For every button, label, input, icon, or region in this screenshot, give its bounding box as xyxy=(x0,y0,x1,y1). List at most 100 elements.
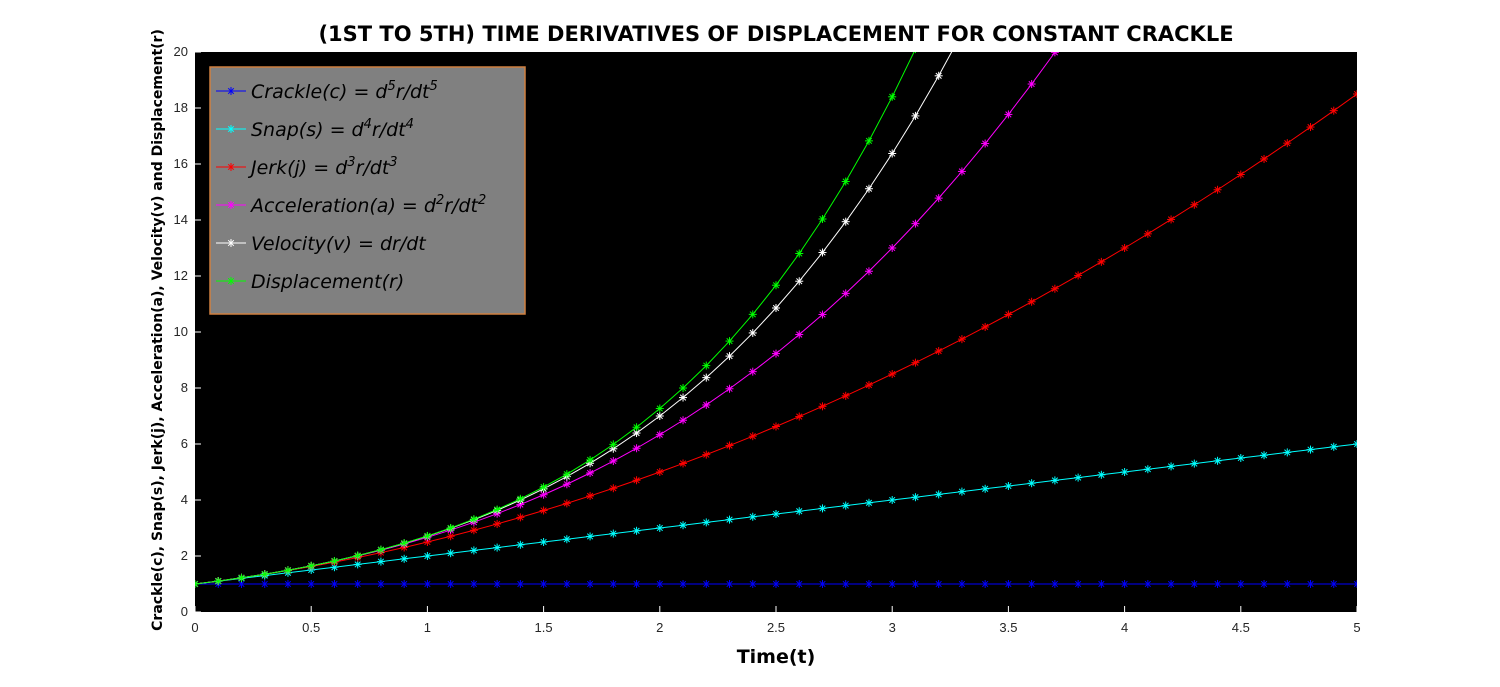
data-point-crackle xyxy=(655,580,664,588)
data-point-jerk xyxy=(1120,244,1129,252)
data-point-acceleration xyxy=(632,444,641,453)
data-point-acceleration xyxy=(586,469,595,478)
data-point-crackle xyxy=(307,580,316,588)
data-point-jerk xyxy=(609,484,618,493)
data-point-snap xyxy=(539,538,548,546)
data-point-snap xyxy=(1353,440,1357,448)
x-tick-label: 1 xyxy=(424,620,431,635)
data-point-jerk xyxy=(469,526,478,535)
data-point-jerk xyxy=(679,459,688,468)
data-point-snap xyxy=(864,498,873,507)
data-point-crackle xyxy=(1236,580,1245,588)
data-point-crackle xyxy=(516,580,525,588)
data-point-jerk xyxy=(1074,271,1083,280)
x-tick-label: 5 xyxy=(1353,620,1360,635)
data-point-crackle xyxy=(400,580,409,588)
y-tick-label: 12 xyxy=(174,268,188,283)
data-point-snap xyxy=(493,543,502,552)
data-point-displacement xyxy=(562,470,571,479)
data-point-acceleration xyxy=(1027,80,1036,89)
data-point-acceleration xyxy=(516,500,525,509)
data-point-jerk xyxy=(934,347,943,356)
data-point-crackle xyxy=(864,580,873,588)
data-point-crackle xyxy=(795,580,804,588)
data-point-acceleration xyxy=(562,480,571,489)
data-point-displacement xyxy=(702,361,711,370)
data-point-displacement xyxy=(586,455,595,464)
x-tick-label: 4 xyxy=(1121,620,1128,635)
data-point-velocity xyxy=(934,71,943,80)
data-point-crackle xyxy=(748,580,757,588)
data-point-crackle xyxy=(702,580,711,588)
data-point-displacement xyxy=(632,423,641,432)
x-tick-label: 3.5 xyxy=(999,620,1017,635)
legend-marker xyxy=(227,239,235,247)
data-point-crackle xyxy=(1306,580,1315,588)
legend: Crackle(c) = d5r/dt5 Snap(s) = d4r/dt4 Jer… xyxy=(209,66,526,315)
data-point-displacement xyxy=(864,136,873,145)
data-point-jerk xyxy=(1050,284,1059,293)
data-point-acceleration xyxy=(795,330,804,339)
data-point-snap xyxy=(1167,462,1176,471)
data-point-acceleration xyxy=(772,349,780,358)
data-point-crackle xyxy=(260,580,269,588)
data-point-crackle xyxy=(469,580,478,588)
legend-label: Velocity(v) = dr/dt xyxy=(251,233,427,255)
data-point-snap xyxy=(911,493,920,502)
data-point-acceleration xyxy=(748,367,757,376)
y-tick-label: 20 xyxy=(174,44,188,59)
data-point-jerk xyxy=(1097,257,1106,266)
data-point-crackle xyxy=(1004,580,1013,588)
data-point-jerk xyxy=(725,441,734,450)
data-point-displacement xyxy=(330,556,339,565)
data-point-crackle xyxy=(423,580,432,588)
data-point-displacement xyxy=(283,566,292,575)
data-point-jerk xyxy=(1027,297,1036,306)
data-point-crackle xyxy=(330,580,339,588)
data-point-jerk xyxy=(1329,106,1338,115)
legend-entry-velocity: Velocity(v) = dr/dt xyxy=(216,233,427,255)
data-point-snap xyxy=(353,560,362,569)
data-point-crackle xyxy=(632,580,641,588)
legend-marker xyxy=(227,277,235,285)
data-point-crackle xyxy=(562,580,571,588)
data-point-crackle xyxy=(981,580,990,588)
data-point-jerk xyxy=(1306,123,1315,132)
legend-entry-displacement: Displacement(r) xyxy=(216,271,404,293)
data-point-jerk xyxy=(1283,139,1292,148)
data-point-snap xyxy=(562,535,571,544)
y-tick-label: 6 xyxy=(181,436,188,451)
data-point-crackle xyxy=(1143,580,1152,588)
data-point-acceleration xyxy=(818,310,827,319)
data-point-snap xyxy=(957,487,966,496)
legend-entry-acceleration: Acceleration(a) = d2r/dt2 xyxy=(216,193,486,217)
data-point-crackle xyxy=(772,580,780,588)
data-point-crackle xyxy=(725,580,734,588)
data-point-crackle xyxy=(1097,580,1106,588)
x-tick-label: 3 xyxy=(889,620,896,635)
data-point-jerk xyxy=(562,499,571,508)
data-point-acceleration xyxy=(725,384,734,393)
x-tick-label: 2 xyxy=(656,620,663,635)
data-point-jerk xyxy=(1236,170,1245,179)
legend-marker xyxy=(227,201,235,209)
data-point-jerk xyxy=(632,476,641,485)
data-point-crackle xyxy=(1353,580,1357,588)
data-point-displacement xyxy=(748,310,757,319)
data-point-acceleration xyxy=(934,194,943,203)
data-point-displacement xyxy=(214,577,223,586)
data-point-snap xyxy=(1306,445,1315,454)
data-point-crackle xyxy=(679,580,688,588)
legend-entry-snap: Snap(s) = d4r/dt4 xyxy=(216,117,414,141)
data-point-velocity xyxy=(864,184,873,193)
data-point-snap xyxy=(1027,479,1036,488)
data-point-snap xyxy=(1190,459,1199,468)
data-point-jerk xyxy=(981,322,990,331)
data-point-displacement xyxy=(493,505,502,514)
data-point-velocity xyxy=(702,373,711,382)
y-tick-label: 8 xyxy=(181,380,188,395)
data-point-jerk xyxy=(864,381,873,390)
data-point-crackle xyxy=(1260,580,1269,588)
series-layer xyxy=(195,52,1357,588)
data-point-jerk xyxy=(586,491,595,500)
